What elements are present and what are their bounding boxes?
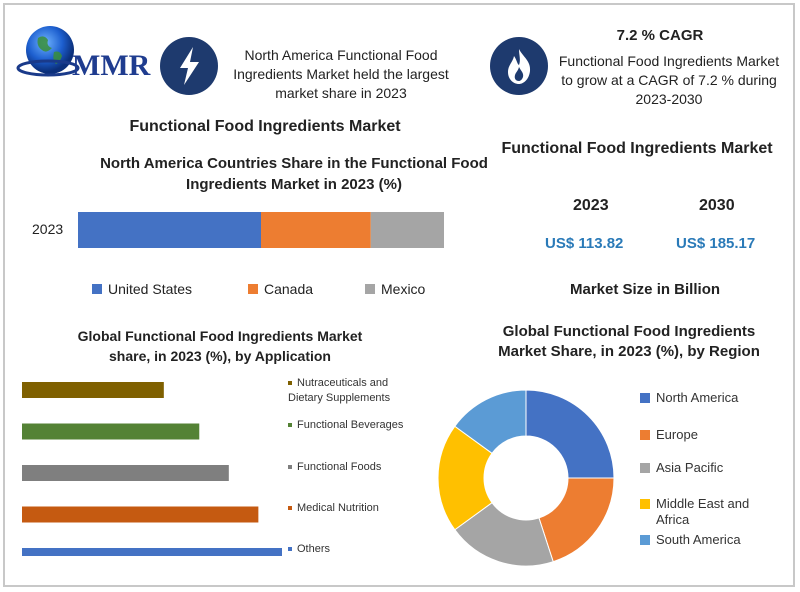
infographic-frame bbox=[3, 3, 795, 587]
application-bar bbox=[22, 382, 164, 398]
application-bar bbox=[22, 506, 259, 523]
section-title: Functional Food Ingredients Market bbox=[129, 118, 401, 135]
na-stacked-bar-chart bbox=[78, 212, 444, 248]
legend-swatch bbox=[640, 535, 650, 545]
cagr-title: 7.2 % CAGR bbox=[616, 27, 704, 44]
region-legend-item: Middle East and Africa bbox=[640, 496, 770, 528]
flame-icon bbox=[508, 49, 531, 84]
region-legend-item: North America bbox=[640, 390, 770, 406]
lightning-badge bbox=[160, 37, 218, 95]
legend-bullet bbox=[288, 465, 292, 470]
na-chart-title: North America Countries Share in the Fun… bbox=[100, 155, 488, 193]
legend-label: Functional Foods bbox=[297, 461, 382, 473]
legend-swatch bbox=[640, 499, 650, 509]
donut-slice-middle-east-and-africa bbox=[437, 425, 493, 531]
legend-bullet bbox=[288, 423, 292, 428]
application-legend-item: Nutraceuticals and Dietary Supplements bbox=[288, 376, 418, 406]
legend-swatch bbox=[640, 393, 650, 403]
info-left-text: North America Functional Food Ingredient… bbox=[233, 47, 449, 101]
na-legend-item: Mexico bbox=[365, 281, 425, 297]
na-bar-segment-canada bbox=[261, 212, 371, 248]
region-legend-item: Asia Pacific bbox=[640, 460, 770, 476]
donut-slice-asia-pacific bbox=[454, 501, 554, 567]
legend-label: United States bbox=[108, 281, 193, 297]
legend-label: South America bbox=[656, 532, 741, 547]
legend-label: Functional Beverages bbox=[297, 419, 404, 431]
legend-swatch bbox=[640, 463, 650, 473]
na-legend-item: Canada bbox=[248, 281, 313, 297]
application-bar-chart bbox=[22, 382, 282, 556]
application-bar bbox=[22, 548, 282, 556]
region-chart-title: Global Functional Food Ingredients Marke… bbox=[498, 323, 760, 360]
flame-badge bbox=[490, 37, 548, 95]
info-right-text: Functional Food Ingredients Market to gr… bbox=[558, 53, 780, 107]
na-bar-segment-mexico bbox=[370, 212, 444, 248]
market-size-caption: Market Size in Billion bbox=[569, 281, 721, 298]
na-legend-item: United States bbox=[92, 281, 192, 297]
region-donut-chart bbox=[437, 389, 615, 567]
application-legend-item: Others bbox=[288, 542, 418, 557]
application-legend-item: Medical Nutrition bbox=[288, 501, 418, 516]
year-2023-label: 2023 bbox=[573, 197, 609, 214]
donut-slice-europe bbox=[538, 477, 615, 563]
legend-label: Middle East and Africa bbox=[656, 496, 750, 527]
legend-bullet bbox=[288, 506, 292, 511]
value-2023: US$ 113.82 bbox=[545, 235, 624, 252]
app-chart-title: Global Functional Food Ingredients Marke… bbox=[77, 328, 363, 364]
legend-swatch bbox=[248, 284, 258, 294]
year-2030-label: 2030 bbox=[699, 197, 735, 214]
na-bar-segment-united-states bbox=[78, 212, 261, 248]
legend-swatch bbox=[365, 284, 375, 294]
legend-label: Nutraceuticals and Dietary Supplements bbox=[288, 377, 391, 404]
application-bar bbox=[22, 465, 229, 481]
legend-swatch bbox=[640, 430, 650, 440]
market-size-title: Functional Food Ingredients Market bbox=[501, 140, 773, 157]
legend-label: Mexico bbox=[381, 281, 426, 297]
legend-bullet bbox=[288, 547, 292, 552]
legend-label: Asia Pacific bbox=[656, 460, 724, 475]
value-2030: US$ 185.17 bbox=[676, 235, 756, 252]
application-bar bbox=[22, 423, 200, 440]
donut-slice-north-america bbox=[525, 389, 615, 479]
legend-label: Others bbox=[297, 543, 331, 555]
application-legend-item: Functional Beverages bbox=[288, 418, 418, 433]
legend-label: Canada bbox=[264, 281, 314, 297]
legend-bullet bbox=[288, 381, 292, 386]
region-legend-item: South America bbox=[640, 532, 770, 548]
legend-label: Medical Nutrition bbox=[297, 502, 379, 514]
globe-icon bbox=[16, 26, 80, 77]
legend-label: North America bbox=[656, 390, 739, 405]
donut-slice-south-america bbox=[454, 389, 527, 455]
legend-swatch bbox=[92, 284, 102, 294]
region-legend-item: Europe bbox=[640, 427, 770, 443]
legend-label: Europe bbox=[656, 427, 698, 442]
logo-text: MMR bbox=[72, 49, 151, 82]
application-legend-item: Functional Foods bbox=[288, 460, 418, 475]
lightning-icon bbox=[180, 47, 199, 85]
na-category-label: 2023 bbox=[32, 221, 64, 237]
mmr-logo: MMR bbox=[14, 22, 154, 82]
